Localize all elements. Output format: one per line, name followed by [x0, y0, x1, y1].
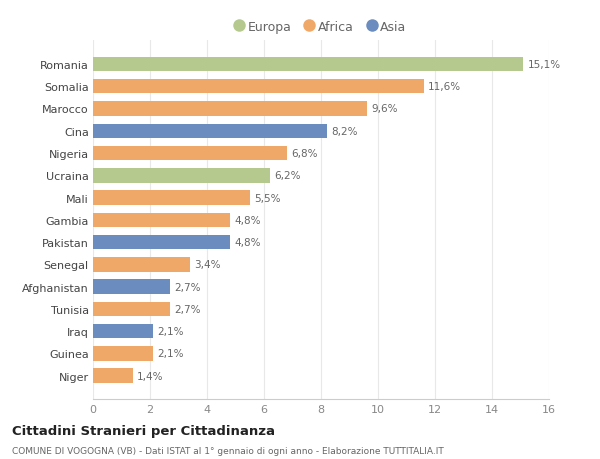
Text: 1,4%: 1,4%	[137, 371, 164, 381]
Text: 2,1%: 2,1%	[157, 349, 184, 358]
Text: 6,8%: 6,8%	[291, 149, 317, 159]
Text: 6,2%: 6,2%	[274, 171, 301, 181]
Bar	[93, 102, 367, 117]
Text: 2,7%: 2,7%	[174, 282, 201, 292]
Text: 11,6%: 11,6%	[428, 82, 461, 92]
Text: 3,4%: 3,4%	[194, 260, 221, 270]
Text: Cittadini Stranieri per Cittadinanza: Cittadini Stranieri per Cittadinanza	[12, 425, 275, 437]
Bar	[93, 168, 270, 183]
Bar	[93, 235, 230, 250]
Bar	[93, 80, 424, 94]
Bar	[93, 280, 170, 294]
Bar	[93, 146, 287, 161]
Bar	[93, 57, 523, 72]
Text: 4,8%: 4,8%	[234, 215, 260, 225]
Text: 5,5%: 5,5%	[254, 193, 281, 203]
Text: 8,2%: 8,2%	[331, 127, 358, 136]
Bar	[93, 324, 153, 339]
Text: COMUNE DI VOGOGNA (VB) - Dati ISTAT al 1° gennaio di ogni anno - Elaborazione TU: COMUNE DI VOGOGNA (VB) - Dati ISTAT al 1…	[12, 446, 444, 455]
Bar	[93, 257, 190, 272]
Bar	[93, 302, 170, 316]
Bar	[93, 347, 153, 361]
Bar	[93, 191, 250, 205]
Bar	[93, 369, 133, 383]
Text: 2,7%: 2,7%	[174, 304, 201, 314]
Text: 4,8%: 4,8%	[234, 238, 260, 247]
Bar	[93, 213, 230, 228]
Text: 2,1%: 2,1%	[157, 326, 184, 336]
Text: 9,6%: 9,6%	[371, 104, 397, 114]
Bar	[93, 124, 326, 139]
Legend: Europa, Africa, Asia: Europa, Africa, Asia	[232, 17, 410, 38]
Text: 15,1%: 15,1%	[527, 60, 561, 70]
